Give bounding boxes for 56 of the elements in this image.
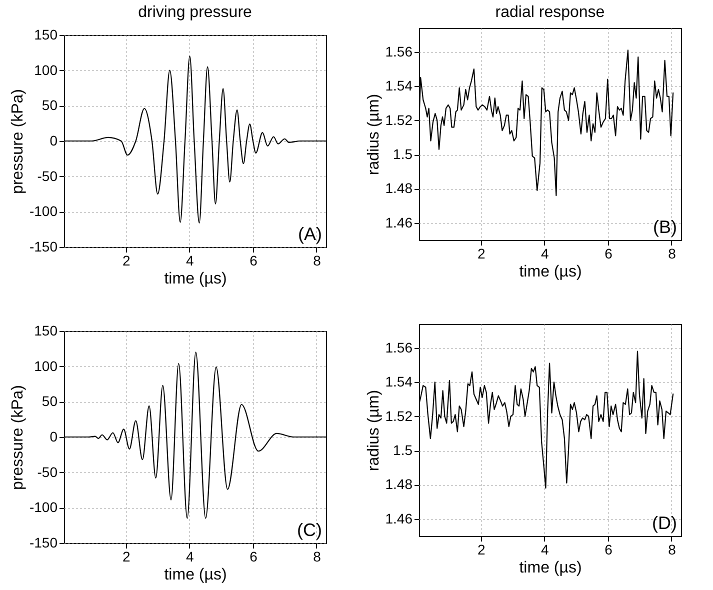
- y-tick-label: -100: [29, 499, 58, 516]
- y-tick-label: -50: [37, 464, 58, 480]
- y-tick-label: 0: [50, 132, 58, 148]
- y-tick-label: -150: [29, 534, 58, 550]
- y-axis-title: pressure (kPa): [9, 385, 26, 490]
- y-tick-label: 1.46: [385, 214, 413, 230]
- y-tick-label: 100: [34, 358, 58, 374]
- y-tick-label: 1.54: [385, 78, 413, 94]
- y-tick-label: 1.52: [385, 408, 413, 424]
- x-tick-label: 4: [186, 252, 194, 268]
- y-tick-label: 150: [34, 322, 58, 338]
- annotation: (A): [298, 224, 322, 244]
- x-axis-title: time (µs): [164, 566, 227, 584]
- y-axis-title: radius (µm): [365, 94, 382, 176]
- y-tick-label: 0: [50, 428, 58, 444]
- y-tick-label: -150: [29, 238, 58, 254]
- y-tick-label: 1.48: [385, 476, 413, 492]
- x-tick-label: 6: [250, 252, 258, 268]
- y-tick-label: 1.56: [385, 43, 413, 60]
- annotation: (B): [653, 217, 677, 237]
- x-tick-label: 8: [313, 252, 322, 268]
- x-axis-title: time (µs): [164, 270, 227, 288]
- chart-title: driving pressure: [138, 4, 252, 21]
- annotation: (D): [652, 513, 677, 533]
- x-tick-label: 8: [668, 246, 676, 262]
- y-tick-label: 1.52: [385, 112, 413, 128]
- x-axis-title: time (µs): [519, 264, 582, 280]
- y-axis-title: radius (µm): [365, 390, 382, 472]
- y-tick-label: -50: [37, 168, 58, 184]
- y-tick-label: 150: [34, 26, 58, 42]
- x-tick-label: 4: [186, 548, 194, 564]
- x-tick-label: 8: [313, 548, 322, 564]
- x-tick-label: 8: [668, 542, 676, 558]
- x-tick-label: 2: [478, 542, 486, 558]
- y-tick-label: 1.5: [393, 442, 413, 458]
- x-tick-label: 6: [604, 542, 613, 558]
- y-tick-label: 50: [42, 393, 58, 410]
- x-tick-label: 6: [604, 246, 613, 262]
- x-tick-label: 2: [122, 548, 131, 564]
- y-tick-label: 1.54: [385, 374, 413, 390]
- x-tick-label: 2: [122, 252, 131, 268]
- x-tick-label: 4: [541, 246, 550, 262]
- y-tick-label: 1.48: [385, 180, 413, 196]
- y-axis-title: pressure (kPa): [9, 89, 26, 194]
- chart-title: radial response: [495, 4, 605, 21]
- x-axis-title: time (µs): [519, 560, 582, 576]
- y-tick-label: 50: [42, 97, 58, 114]
- y-tick-label: -100: [29, 203, 58, 220]
- x-tick-label: 6: [250, 548, 258, 564]
- x-tick-label: 2: [478, 246, 486, 262]
- annotation: (C): [297, 520, 322, 540]
- y-tick-label: 1.56: [385, 339, 413, 356]
- y-tick-label: 100: [34, 62, 58, 78]
- y-tick-label: 1.46: [385, 510, 413, 526]
- x-tick-label: 4: [541, 542, 550, 558]
- y-tick-label: 1.5: [393, 146, 413, 162]
